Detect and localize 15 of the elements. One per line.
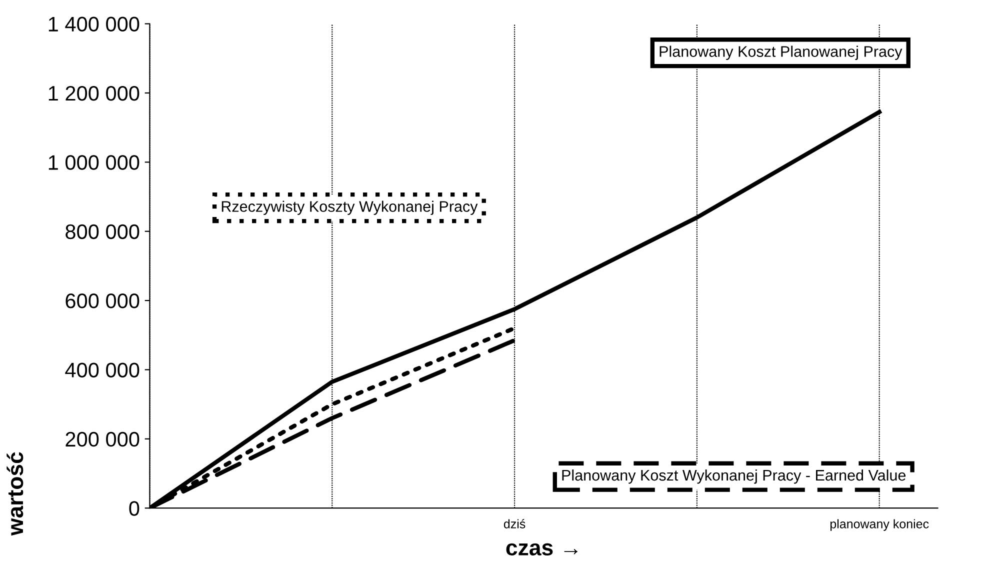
y-axis-title: wartość (6, 452, 24, 536)
y-tick-label: 1 400 000 (48, 16, 140, 32)
x-tick-label: dziś (504, 519, 526, 528)
text: Rzeczywisty Koszty Wykonanej Pracy (222, 200, 478, 215)
text: Planowany Koszt Wykonanej Pracy - Earned Value (562, 469, 906, 484)
x-axis-title: czas → (506, 543, 578, 556)
y-tick-label: 200 000 (66, 432, 140, 447)
y-tick-label: 1 200 000 (48, 86, 140, 101)
y-tick-label: 600 000 (66, 294, 140, 308)
x-tick-label: planowany koniec (830, 519, 929, 531)
text: Planowany Koszt Planowanej Pracy (660, 46, 902, 60)
y-tick-label: 400 000 (65, 362, 140, 378)
y-tick-label: 800 000 (66, 224, 140, 240)
y-tick-label: 0 (129, 501, 140, 516)
y-tick-label: 1 000 000 (48, 155, 140, 170)
